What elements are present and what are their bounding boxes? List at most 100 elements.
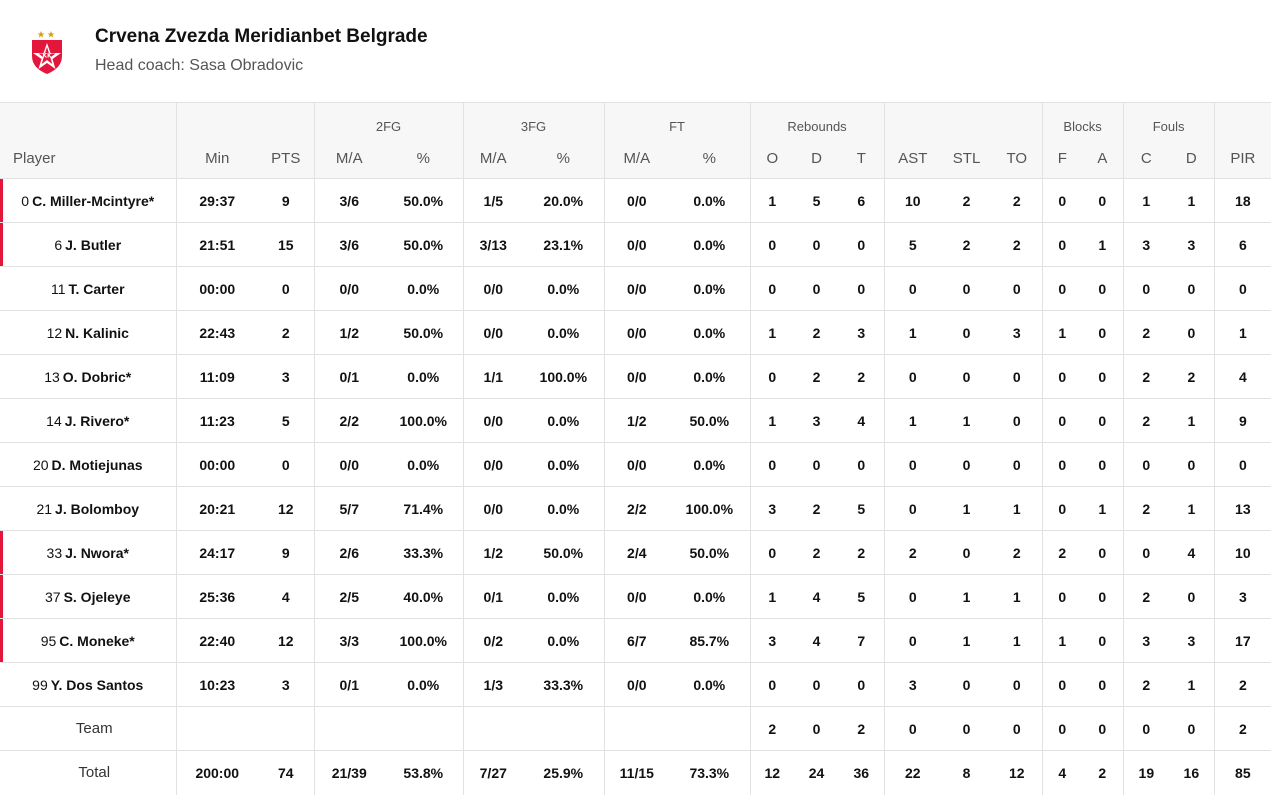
stat-reb-o: 1 [749, 574, 795, 619]
stat-blk-a: 0 [1098, 368, 1107, 385]
stat-fg3-ma: 1/2 [462, 530, 524, 575]
stat-fg2-pct [384, 707, 463, 751]
stat-pts: 3 [281, 676, 290, 693]
col-reb-d: D [794, 138, 840, 179]
stat-min [175, 706, 258, 751]
stat-ft-pct: 85.7% [689, 632, 730, 649]
group-rebounds: Rebounds [749, 102, 885, 138]
stat-fg2-ma: 21/39 [313, 750, 384, 795]
player-name-link[interactable]: S. Ojeleye [63, 588, 131, 605]
stat-fg2-ma: 3/3 [313, 618, 384, 663]
stat-min: 00:00 [175, 266, 258, 311]
col-reb-t: T [839, 138, 885, 179]
stat-pts: 15 [277, 236, 294, 253]
stat-fg3-pct: 0.0% [547, 500, 580, 517]
stat-fg3-pct: 20.0% [543, 192, 584, 209]
stat-ast: 0 [883, 574, 942, 619]
player-name-link[interactable]: T. Carter [68, 280, 125, 297]
stat-ft-pct: 50.0% [689, 412, 730, 429]
player-name-link[interactable]: N. Kalinic [65, 324, 129, 341]
stat-foul-c: 0 [1122, 706, 1170, 751]
stat-foul-d: 4 [1187, 544, 1196, 561]
stat-foul-c: 2 [1122, 486, 1170, 531]
stat-ft-pct: 100.0% [685, 500, 734, 517]
player-name-link[interactable]: J. Nwora* [65, 544, 129, 561]
stat-to: 1 [1012, 632, 1021, 649]
stat-fg3-pct: 0.0% [547, 412, 580, 429]
stat-reb-d: 5 [812, 192, 821, 209]
stat-fg3-pct: 23.1% [543, 236, 584, 253]
stat-foul-c: 0 [1122, 442, 1170, 487]
group-3fg: 3FG [462, 102, 605, 138]
stat-reb-d: 24 [808, 764, 825, 781]
stat-fg3-pct: 0.0% [547, 280, 580, 297]
stat-ft-ma: 0/0 [603, 266, 670, 311]
stat-min: 10:23 [175, 662, 258, 707]
stat-blk-f: 1 [1041, 310, 1083, 355]
stat-blk-a: 1 [1098, 236, 1107, 253]
stat-fg2-ma: 0/1 [313, 354, 384, 399]
col-reb-o: O [749, 138, 795, 179]
stat-to: 0 [1012, 456, 1021, 473]
player-name-link[interactable]: C. Moneke* [59, 632, 135, 649]
stat-to: 0 [1012, 280, 1021, 297]
stat-pir: 2 [1213, 706, 1271, 751]
player-row: 11 T. Carter 00:00 0 0/0 0.0% 0/0 0.0% 0/0 0.0% 0 0… [0, 266, 1271, 311]
stat-stl: 1 [962, 588, 971, 605]
stat-to: 0 [1012, 720, 1021, 737]
stat-min: 200:00 [175, 750, 258, 795]
stat-reb-t: 5 [857, 588, 866, 605]
stat-reb-o: 0 [749, 266, 795, 311]
stat-stl: 0 [962, 368, 971, 385]
stat-foul-d: 1 [1187, 500, 1196, 517]
stat-ft-pct [669, 707, 750, 751]
stat-fg2-pct: 0.0% [407, 280, 440, 297]
stat-pir: 3 [1213, 574, 1271, 619]
player-name-link[interactable]: J. Rivero* [64, 412, 130, 429]
player-name-link[interactable]: O. Dobric* [62, 368, 132, 385]
player-cell: 95 C. Moneke* [0, 618, 176, 663]
stat-reb-t: 3 [857, 324, 866, 341]
stat-fg3-pct: 0.0% [547, 456, 580, 473]
stat-fg2-pct: 50.0% [403, 236, 444, 253]
stat-to: 1 [1012, 500, 1021, 517]
player-name-link[interactable]: D. Motiejunas [51, 456, 143, 473]
player-name-link[interactable]: J. Bolomboy [55, 500, 140, 517]
total-row: Total 200:00 74 21/39 53.8% 7/27 25.9% 11/15 73.… [0, 750, 1271, 795]
player-name-link[interactable]: Y. Dos Santos [50, 676, 144, 693]
player-row: 0 C. Miller-Mcintyre* 29:37 9 3/6 50.0% 1/5 20.… [0, 178, 1271, 223]
stat-blk-f: 0 [1041, 398, 1083, 443]
stat-fg3-ma: 0/0 [462, 266, 524, 311]
stat-foul-c: 1 [1122, 178, 1170, 223]
stat-ft-pct: 0.0% [693, 588, 726, 605]
stat-fg3-ma: 0/2 [462, 618, 524, 663]
group-header-row: 2FG 3FG FT Rebounds Blocks Fouls [0, 102, 1271, 138]
player-name-link[interactable]: J. Butler [65, 236, 122, 253]
player-row: 33 J. Nwora* 24:17 9 2/6 33.3% 1/2 50.0% 2/4 50.0… [0, 530, 1271, 575]
player-row: 37 S. Ojeleye 25:36 4 2/5 40.0% 0/1 0.0% 0/0 0.0%… [0, 574, 1271, 619]
stat-reb-o: 12 [749, 750, 795, 795]
stat-foul-c: 2 [1122, 354, 1170, 399]
svg-text:KK: KK [42, 53, 52, 60]
player-name-link[interactable]: C. Miller-Mcintyre* [32, 192, 155, 209]
player-number: 20 [32, 456, 49, 473]
stat-foul-c: 2 [1122, 662, 1170, 707]
stat-reb-t: 4 [857, 412, 866, 429]
stat-foul-d: 2 [1187, 368, 1196, 385]
stat-min: 11:09 [175, 354, 258, 399]
stat-reb-o: 0 [749, 662, 795, 707]
stat-reb-t: 0 [857, 456, 866, 473]
stat-fg2-ma: 2/2 [313, 398, 384, 443]
stat-ft-pct: 73.3% [689, 764, 730, 781]
stat-reb-o: 0 [749, 354, 795, 399]
stat-min: 11:23 [175, 398, 258, 443]
stat-ast: 2 [883, 530, 942, 575]
player-number: 99 [32, 676, 48, 693]
stat-fg3-pct: 0.0% [547, 588, 580, 605]
stat-ft-ma: 6/7 [603, 618, 670, 663]
stat-blk-f: 2 [1041, 530, 1083, 575]
player-number: 14 [46, 412, 62, 429]
stat-ft-pct: 0.0% [693, 368, 726, 385]
col-foul-d: D [1169, 138, 1215, 179]
group-blocks: Blocks [1041, 102, 1124, 138]
